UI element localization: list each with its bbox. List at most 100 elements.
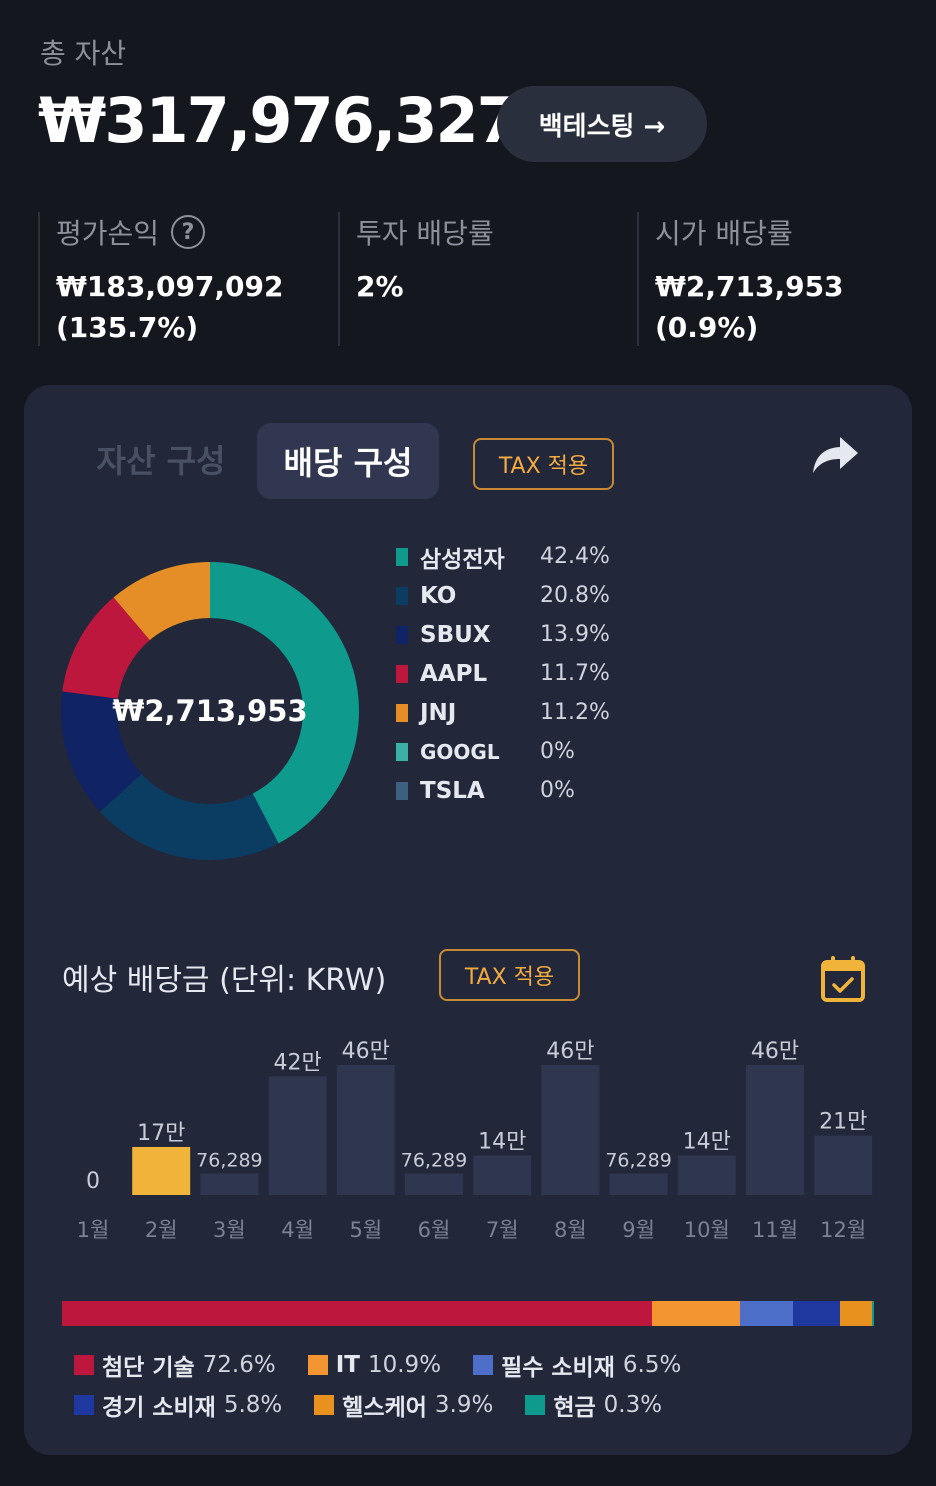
legend-name: KO bbox=[420, 582, 457, 609]
chart-bar[interactable] bbox=[814, 1135, 873, 1195]
chart-tick-label: 1월 bbox=[77, 1218, 110, 1242]
expected-tax-apply-button[interactable]: TAX 적용 bbox=[439, 949, 580, 1001]
sector-name: 첨단 기술 bbox=[102, 1355, 195, 1381]
tab-asset-composition[interactable]: 자산 구성 bbox=[96, 442, 226, 480]
donut-legend: 삼성전자 42.4% KO 20.8% SBUX 13.9% AAPL 11.7% JNJ 11.… bbox=[396, 537, 656, 810]
stat-label: 시가 배당률 bbox=[655, 217, 793, 250]
chart-bar[interactable] bbox=[541, 1065, 600, 1195]
stat-value-percent: (135.7%) bbox=[56, 311, 199, 344]
stat-value: ₩183,097,092 bbox=[56, 270, 284, 303]
sector-swatch bbox=[307, 1355, 328, 1375]
legend-swatch bbox=[396, 664, 408, 683]
chart-tick-label: 5월 bbox=[349, 1218, 382, 1242]
legend-swatch bbox=[396, 586, 408, 605]
chart-data-label: 46만 bbox=[342, 1039, 390, 1064]
legend-name: 삼성전자 bbox=[420, 546, 505, 573]
sector-percent: 72.6% bbox=[202, 1352, 276, 1378]
chart-data-label: 14만 bbox=[478, 1129, 526, 1154]
legend-percent: 0% bbox=[540, 739, 575, 764]
chart-tick-label: 12월 bbox=[820, 1218, 866, 1242]
legend-name: TSLA bbox=[420, 777, 485, 804]
chart-bar[interactable] bbox=[405, 1173, 463, 1195]
sector-percent: 0.3% bbox=[603, 1392, 663, 1418]
legend-swatch bbox=[396, 547, 408, 566]
chart-data-label: 14만 bbox=[683, 1129, 731, 1154]
sector-percent: 6.5% bbox=[622, 1352, 682, 1378]
chart-bar[interactable] bbox=[132, 1146, 191, 1195]
total-assets-value: ₩317,976,327 bbox=[38, 84, 520, 157]
dividend-card: 자산 구성 배당 구성 TAX 적용 ₩2,713,953 삼성전자 42.4% K… bbox=[24, 385, 912, 1455]
chart-tick-label: 4월 bbox=[281, 1218, 314, 1242]
chart-data-label: 76,289 bbox=[196, 1149, 262, 1171]
sector-name: 헬스케어 bbox=[342, 1395, 427, 1421]
stat-label: 평가손익 bbox=[56, 217, 160, 250]
help-icon[interactable]: ? bbox=[171, 215, 206, 249]
legend-name: GOOGL bbox=[420, 739, 500, 764]
chart-bar[interactable] bbox=[268, 1076, 327, 1195]
donut-slice[interactable] bbox=[210, 562, 359, 844]
legend-swatch bbox=[396, 625, 408, 644]
chart-data-label: 76,289 bbox=[401, 1149, 467, 1171]
sector-swatch bbox=[74, 1395, 94, 1415]
stat-label: 투자 배당률 bbox=[356, 217, 494, 250]
legend-item: SBUX 13.9% bbox=[396, 615, 656, 654]
donut-slice[interactable] bbox=[100, 773, 279, 860]
chart-bar[interactable] bbox=[200, 1173, 259, 1195]
stat-value: ₩2,713,953 (0.9%) bbox=[655, 270, 844, 344]
donut-slice[interactable] bbox=[60, 691, 142, 812]
chart-data-label: 0 bbox=[86, 1169, 100, 1194]
sector-name: 경기 소비재 bbox=[102, 1395, 216, 1421]
sector-legend-item: 경기 소비재 5.8% bbox=[74, 1388, 282, 1422]
chart-tick-label: 8월 bbox=[554, 1218, 587, 1242]
legend-name: JNJ bbox=[420, 699, 457, 726]
donut-slice[interactable] bbox=[62, 597, 150, 699]
backtest-button[interactable]: 백테스팅 → bbox=[497, 86, 707, 162]
tax-apply-button[interactable]: TAX 적용 bbox=[473, 438, 614, 490]
legend-name: SBUX bbox=[420, 621, 491, 648]
chart-tick-label: 7월 bbox=[486, 1218, 519, 1242]
chart-bar[interactable] bbox=[609, 1173, 668, 1195]
sector-segment bbox=[871, 1301, 874, 1326]
sector-percent: 3.9% bbox=[434, 1392, 494, 1418]
share-icon[interactable] bbox=[810, 435, 860, 477]
legend-percent: 42.4% bbox=[540, 544, 610, 569]
legend-item: GOOGL 0% bbox=[396, 732, 656, 771]
sector-percent: 10.9% bbox=[367, 1352, 442, 1378]
sector-swatch bbox=[473, 1355, 494, 1375]
chart-data-label: 21만 bbox=[819, 1110, 867, 1135]
sector-legend-item: 첨단 기술 72.6% bbox=[74, 1348, 276, 1382]
chart-bar[interactable] bbox=[677, 1155, 736, 1195]
tab-dividend-composition[interactable]: 배당 구성 bbox=[257, 423, 439, 499]
sector-legend-item: IT 10.9% bbox=[307, 1352, 442, 1378]
sector-legend: 첨단 기술 72.6% IT 10.9% 필수 소비재 6.5% 경기 소비재 5.8% 헬스케… bbox=[74, 1345, 894, 1425]
chart-data-label: 76,289 bbox=[605, 1149, 671, 1171]
donut-slice[interactable] bbox=[113, 562, 210, 641]
legend-percent: 13.9% bbox=[540, 622, 610, 647]
stat-investment-yield: 투자 배당률 2% bbox=[338, 212, 628, 346]
legend-swatch bbox=[396, 742, 408, 761]
chart-tick-label: 11월 bbox=[752, 1218, 798, 1242]
chart-bar[interactable] bbox=[473, 1155, 532, 1195]
sector-segment bbox=[62, 1301, 652, 1326]
legend-percent: 11.2% bbox=[540, 700, 610, 725]
sector-legend-item: 필수 소비재 6.5% bbox=[473, 1348, 681, 1382]
sector-legend-item: 헬스케어 3.9% bbox=[314, 1388, 493, 1422]
calendar-icon[interactable] bbox=[820, 955, 866, 1003]
chart-tick-label: 6월 bbox=[418, 1218, 451, 1242]
sector-percent: 5.8% bbox=[223, 1392, 283, 1418]
chart-data-label: 17만 bbox=[137, 1121, 185, 1146]
chart-tick-label: 10월 bbox=[684, 1218, 730, 1242]
sector-swatch bbox=[74, 1355, 94, 1375]
stat-unrealized-pnl: 평가손익 ? ₩183,097,092 (135.7%) bbox=[38, 212, 328, 346]
chart-data-label: 46만 bbox=[751, 1039, 799, 1064]
sector-segment bbox=[839, 1301, 872, 1326]
legend-percent: 11.7% bbox=[540, 661, 610, 686]
chart-bar[interactable] bbox=[746, 1065, 804, 1195]
legend-item: JNJ 11.2% bbox=[396, 693, 656, 732]
legend-item: KO 20.8% bbox=[396, 576, 656, 615]
sector-legend-item: 현금 0.3% bbox=[525, 1388, 662, 1422]
legend-item: 삼성전자 42.4% bbox=[396, 537, 656, 576]
sector-segment bbox=[740, 1301, 793, 1326]
legend-item: TSLA 0% bbox=[396, 771, 656, 810]
chart-bar[interactable] bbox=[336, 1065, 395, 1195]
